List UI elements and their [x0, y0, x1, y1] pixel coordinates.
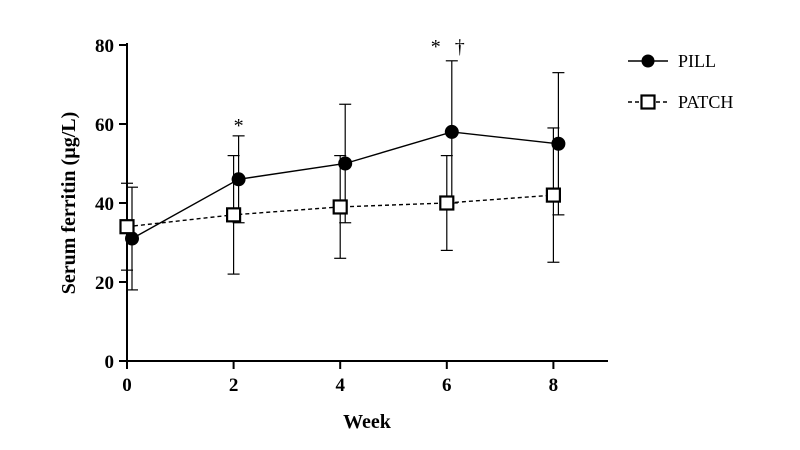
legend-marker	[640, 94, 656, 110]
data-point	[338, 156, 353, 171]
data-point	[439, 195, 455, 211]
legend: PILL PATCH	[628, 51, 733, 112]
x-tick-label: 2	[229, 375, 239, 396]
x-tick-label: 8	[549, 375, 559, 396]
data-point	[545, 187, 562, 203]
y-tick-label: 0	[105, 352, 115, 373]
legend-item-patch: PATCH	[628, 92, 733, 112]
legend-marker	[641, 54, 655, 68]
data-point	[119, 219, 135, 235]
series-layer	[119, 60, 566, 291]
y-tick-label: 40	[95, 194, 114, 215]
annotations: * * †	[234, 36, 465, 137]
series-line	[126, 194, 554, 228]
x-tick-label: 0	[122, 375, 132, 396]
y-tick-label: 80	[95, 36, 114, 57]
legend-label: PILL	[678, 51, 716, 71]
axes: 0 20 40 60 80 0 2 4 6 8 Week Serum ferritin (µg/L)	[58, 36, 608, 433]
y-axis-title: Serum ferritin (µg/L)	[58, 112, 80, 295]
data-point	[231, 172, 246, 187]
data-point	[226, 207, 242, 223]
significance-marker: †	[455, 36, 465, 58]
significance-marker: *	[431, 36, 441, 58]
series-patch	[119, 127, 562, 275]
x-axis-title: Week	[343, 411, 392, 433]
x-tick-label: 4	[335, 375, 345, 396]
legend-label: PATCH	[678, 92, 733, 112]
y-tick-label: 60	[95, 115, 114, 136]
x-tick-label: 6	[442, 375, 452, 396]
data-point	[332, 199, 348, 215]
data-point	[551, 136, 566, 151]
data-point	[444, 124, 459, 139]
y-tick-label: 20	[95, 273, 114, 294]
series-pill	[125, 60, 566, 291]
significance-marker: *	[234, 115, 244, 137]
legend-item-pill: PILL	[628, 51, 716, 71]
